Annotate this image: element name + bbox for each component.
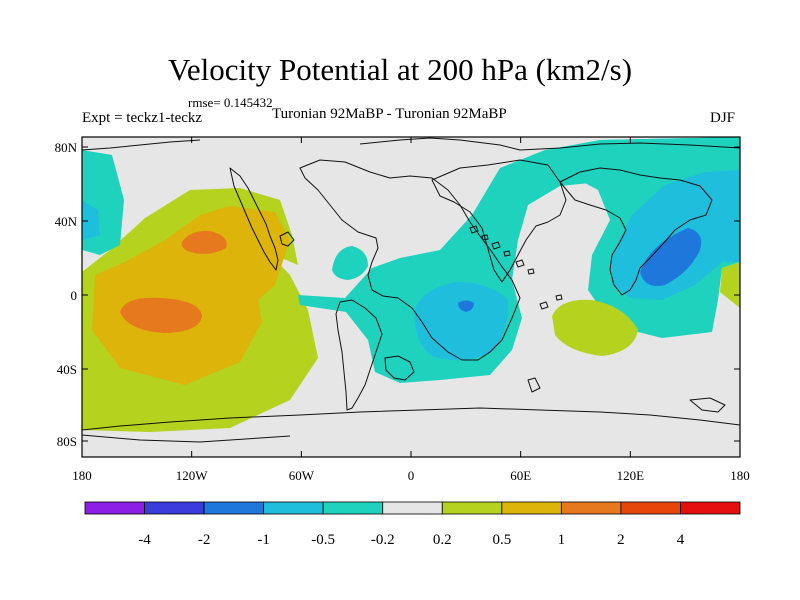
lon-tick-label: 120E	[617, 468, 645, 483]
experiment-label: Expt = teckz1-teckz	[82, 110, 203, 126]
colorbar-swatch	[441, 501, 503, 515]
lat-tick-label: 80S	[57, 434, 77, 449]
colorbar-label: 1	[558, 532, 566, 548]
longitude-axis: 180 120W 60W 0 60E 120E 180	[72, 137, 750, 483]
colorbar-swatch	[680, 501, 741, 515]
contour-field	[82, 137, 740, 457]
east-edge-positive-patch	[720, 262, 740, 308]
colorbar-label: -4	[138, 532, 151, 548]
west-edge-negative-inner	[82, 200, 100, 240]
lon-tick-label: 180	[730, 468, 750, 483]
comparison-label: Turonian 92MaBP - Turonian 92MaBP	[272, 106, 507, 122]
central-negative-region	[298, 137, 740, 383]
colorbar-label: 0.2	[433, 532, 452, 548]
colorbar-swatch	[501, 501, 562, 515]
colorbar-swatch	[620, 501, 681, 515]
pacific-positive-mid-region	[92, 206, 290, 385]
lon-tick-label: 120W	[176, 468, 209, 483]
lon-tick-label: 60E	[510, 468, 531, 483]
lat-tick-label: 40N	[55, 214, 78, 229]
colorbar-swatch	[144, 501, 205, 515]
lat-tick-label: 0	[71, 288, 78, 303]
colorbar: -4 -2 -1 -0.5 -0.2 0.2 0.5 1 2 4	[84, 501, 741, 548]
east-negative-core	[640, 228, 702, 287]
colorbar-swatch	[84, 501, 145, 515]
africa-negative-center	[458, 300, 474, 312]
latitude-axis: 80N 40N 0 40S 80S	[55, 140, 740, 449]
lon-tick-label: 0	[408, 468, 415, 483]
colorbar-label: 0.5	[492, 532, 511, 548]
colorbar-swatch	[203, 501, 265, 515]
lat-tick-label: 80N	[55, 140, 78, 155]
lon-tick-label: 60W	[289, 468, 315, 483]
rmse-label: rmse= 0.145432	[188, 95, 273, 110]
lon-tick-label: 180	[72, 468, 92, 483]
colorbar-swatch	[322, 501, 384, 515]
colorbar-swatch	[560, 501, 622, 515]
pacific-positive-core-north	[181, 230, 227, 254]
colorbar-swatch	[382, 501, 443, 515]
coastlines	[82, 137, 740, 443]
lat-tick-label: 40S	[57, 362, 77, 377]
season-label: DJF	[710, 110, 736, 126]
plot-title: Velocity Potential at 200 hPa (km2/s)	[167, 52, 633, 87]
colorbar-label: -2	[198, 532, 211, 548]
africa-negative-core	[414, 282, 509, 361]
colorbar-label: 2	[617, 532, 625, 548]
pacific-positive-core-south	[120, 297, 202, 333]
colorbar-label: 4	[677, 532, 685, 548]
colorbar-label: -1	[257, 532, 270, 548]
south-america-negative-patch	[332, 246, 368, 280]
colorbar-swatch	[263, 501, 324, 515]
island-chain	[469, 225, 563, 310]
indian-ocean-positive-patch	[552, 299, 638, 356]
colorbar-label: -0.2	[371, 532, 395, 548]
colorbar-label: -0.5	[311, 532, 335, 548]
